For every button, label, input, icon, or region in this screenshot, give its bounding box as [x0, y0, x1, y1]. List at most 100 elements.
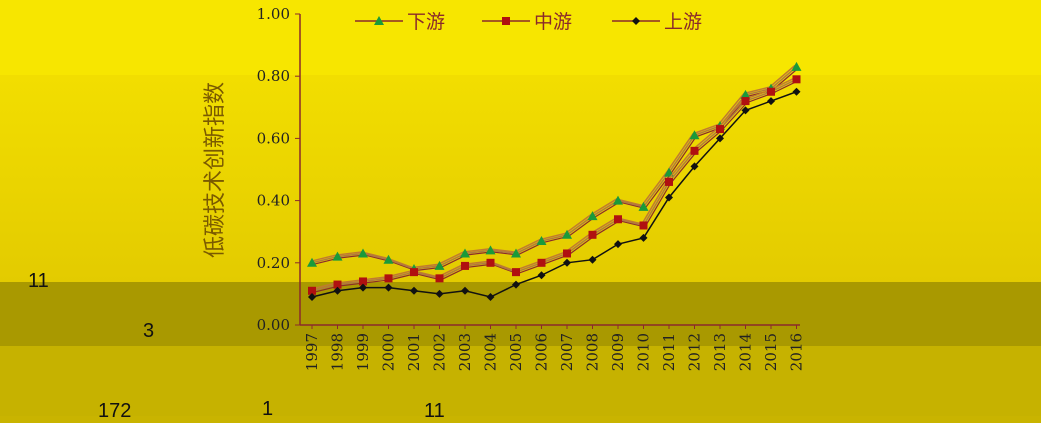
data-point	[461, 286, 469, 295]
x-tick-label: 2012	[686, 333, 704, 371]
data-point	[792, 87, 801, 96]
data-point	[767, 87, 775, 96]
data-point	[512, 268, 520, 277]
series-中游	[308, 75, 801, 295]
x-tick-label: 2015	[762, 333, 780, 371]
series-line-shadow	[310, 64, 796, 269]
data-point	[638, 201, 649, 211]
data-point	[639, 221, 648, 230]
data-point	[460, 248, 470, 258]
data-point	[716, 125, 724, 134]
y-axis-label: 低碳技术创新指数	[203, 82, 228, 258]
x-tick-label: 2001	[405, 333, 423, 371]
y-axis-ticks: 0.00 0.20 0.40 0.60 0.80 1.00	[257, 5, 300, 334]
legend-entry-中游: 中游	[482, 11, 572, 33]
data-point	[537, 258, 546, 267]
data-point	[689, 130, 700, 140]
data-point	[511, 248, 521, 258]
y-tick-label: 0.40	[257, 192, 290, 210]
data-point	[435, 274, 444, 283]
background-band-dark	[0, 282, 1041, 346]
data-point	[358, 248, 368, 258]
data-point	[690, 146, 699, 155]
x-tick-label: 2004	[482, 333, 500, 371]
legend-entry-上游: 上游	[612, 11, 702, 33]
data-point	[308, 286, 316, 295]
data-point	[359, 283, 367, 292]
series-line-shadow	[313, 80, 799, 293]
series-line	[311, 66, 797, 270]
data-point	[664, 167, 674, 177]
data-point	[512, 280, 520, 289]
y-tick-label: 1.00	[257, 5, 290, 23]
data-point	[307, 257, 317, 267]
overlay-label-3: 3	[143, 320, 155, 342]
data-point	[614, 240, 622, 249]
data-point	[374, 16, 384, 25]
data-point	[308, 293, 316, 302]
y-tick-label: 0.00	[257, 316, 290, 334]
chart-axes	[299, 14, 800, 326]
data-point	[741, 106, 750, 115]
x-tick-label: 2006	[533, 333, 551, 371]
data-point	[486, 258, 495, 267]
y-tick-label: 0.20	[257, 254, 290, 272]
data-point	[563, 258, 571, 267]
data-point	[434, 260, 445, 270]
data-point	[384, 283, 393, 292]
data-point	[333, 286, 342, 295]
x-tick-label: 2000	[380, 333, 398, 371]
data-point	[435, 289, 444, 298]
series-line	[311, 91, 797, 298]
x-tick-label: 2005	[507, 333, 525, 371]
data-point	[332, 251, 343, 261]
data-point	[384, 274, 393, 283]
data-point	[632, 17, 640, 25]
x-tick-label: 1998	[329, 333, 347, 371]
overlay-label-1: 1	[262, 398, 274, 420]
x-tick-label: 2002	[431, 333, 449, 371]
x-tick-label: 2010	[635, 333, 653, 371]
legend-entry-下游: 下游	[355, 11, 445, 33]
x-tick-label: 2009	[609, 333, 627, 371]
x-axis-ticks: 1997 1998 1999 2000 2001 2002 2003 2004 2005 2006…	[303, 325, 806, 371]
legend-label: 下游	[407, 11, 445, 33]
x-tick-label: 1997	[303, 333, 321, 371]
data-point	[614, 215, 622, 224]
data-point	[563, 249, 571, 258]
data-point	[410, 286, 418, 295]
data-point	[665, 177, 673, 186]
overlay-label-11: 11	[28, 270, 49, 292]
data-point	[333, 280, 342, 289]
background-band-top	[0, 0, 1041, 75]
data-point	[740, 89, 751, 99]
x-tick-label: 2008	[584, 333, 602, 371]
data-point	[613, 195, 623, 205]
legend-label: 中游	[534, 11, 572, 33]
x-tick-label: 2016	[788, 333, 806, 371]
x-tick-label: 2003	[456, 333, 474, 371]
series-上游	[308, 87, 801, 302]
series-下游	[307, 61, 802, 274]
series-line-shadow	[313, 67, 799, 272]
x-tick-label: 2007	[558, 333, 576, 371]
data-point	[383, 254, 394, 264]
x-tick-label: 1999	[354, 333, 372, 371]
data-point	[537, 271, 546, 280]
data-point	[716, 134, 724, 143]
chart-legend: 下游 中游 上游	[355, 11, 702, 33]
background-band-bottom	[0, 346, 1041, 416]
data-point	[502, 17, 510, 25]
data-point	[639, 233, 648, 242]
data-point	[359, 277, 367, 286]
data-point	[588, 230, 597, 239]
data-point	[588, 255, 597, 264]
data-point	[587, 211, 598, 221]
data-point	[792, 75, 801, 84]
data-point	[741, 97, 750, 106]
x-tick-label: 2014	[737, 333, 755, 371]
data-point	[485, 245, 496, 255]
x-tick-label: 2011	[660, 333, 678, 371]
